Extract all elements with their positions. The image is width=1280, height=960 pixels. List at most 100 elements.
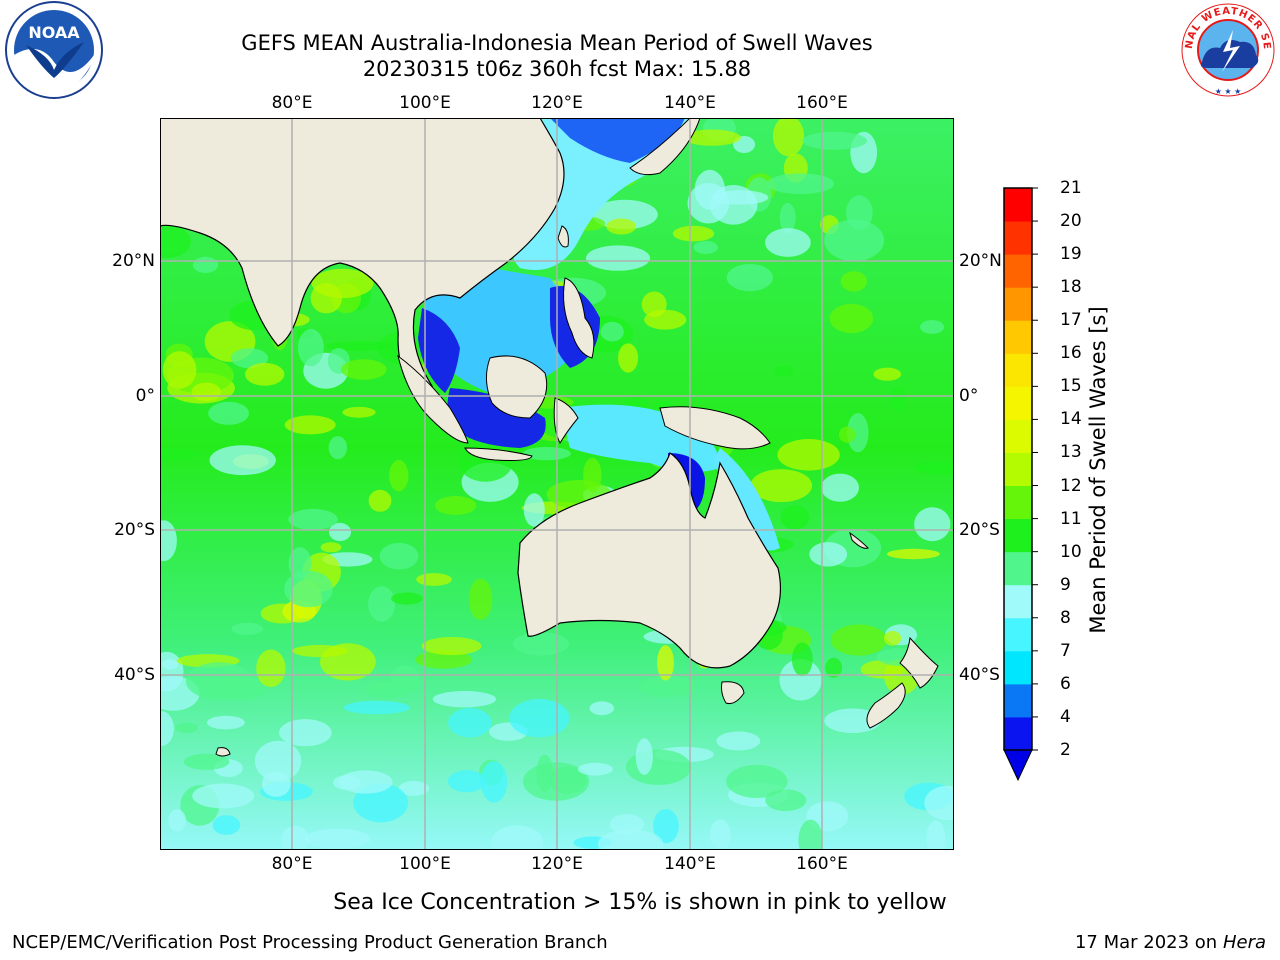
colorbar-band (1004, 551, 1032, 586)
colorbar-band (1004, 716, 1032, 751)
ocean-value-patch (288, 547, 312, 580)
footer-date-text: 17 Mar 2023 on (1074, 932, 1218, 953)
colorbar-band (1004, 353, 1032, 387)
sea-ice-note: Sea Ice Concentration > 15% is shown in … (333, 890, 947, 915)
ocean-value-patch (340, 359, 387, 380)
lat-tick-label-left: 20°N (112, 251, 155, 271)
ocean-value-patch (618, 343, 639, 373)
ocean-value-patch (292, 644, 348, 658)
land-tasmania (721, 681, 745, 704)
lon-tick-label-bottom: 140°E (664, 854, 716, 874)
lat-tick-label-right: 40°S (959, 665, 1000, 685)
java-sea-shading (447, 388, 546, 448)
lon-tick-label-top: 160°E (796, 93, 848, 113)
colorbar-level-label: 4 (1060, 706, 1071, 727)
colorbar-level-label: 12 (1060, 475, 1082, 496)
land-korea-japan (629, 118, 701, 176)
colorbar-level-label: 14 (1060, 409, 1082, 430)
ocean-value-patch (548, 766, 587, 794)
land-sumatra (397, 354, 469, 444)
lon-tick-label-top: 80°E (271, 93, 313, 113)
colorbar (1003, 187, 1038, 782)
ocean-value-patch (231, 622, 263, 635)
gulf-thailand-shading (418, 308, 460, 393)
ocean-value-patch (191, 382, 221, 402)
ocean-value-patch (577, 762, 613, 776)
ocean-value-patch (447, 770, 486, 793)
ocean-value-patch (192, 256, 219, 273)
lon-tick-label-bottom: 160°E (796, 854, 848, 874)
ocean-value-patch (207, 715, 245, 730)
chart-title: GEFS MEAN Australia-Indonesia Mean Perio… (241, 31, 873, 55)
ocean-value-patch (644, 309, 687, 330)
lat-tick-label-right: 20°S (959, 520, 1000, 540)
swell-period-map (160, 118, 954, 850)
land-java (464, 447, 533, 461)
colorbar-band (1004, 518, 1032, 553)
ocean-value-patch (585, 245, 651, 271)
ocean-value-patch (161, 659, 179, 670)
colorbar-band (1004, 287, 1032, 321)
ocean-value-patch (889, 387, 907, 411)
ocean-value-patch (779, 659, 822, 701)
colorbar-band (1004, 683, 1032, 718)
ocean-value-patch (638, 675, 697, 698)
ocean-value-patch (281, 825, 310, 850)
ocean-value-patch (245, 362, 285, 386)
ocean-value-patch (606, 218, 637, 235)
ocean-value-patch (320, 542, 342, 553)
land-kerguelen (215, 747, 231, 757)
ocean-value-patch (635, 738, 653, 775)
ocean-value-patch (830, 624, 887, 656)
lat-tick-label-right: 20°N (959, 251, 1002, 271)
colorbar-level-label: 17 (1060, 310, 1082, 331)
footer-date: 17 Mar 2023 on Hera (1075, 932, 1266, 953)
ocean-value-patch (379, 542, 419, 570)
ocean-value-patch (368, 586, 396, 622)
ocean-value-patch (398, 780, 430, 796)
coral-sea-shading (715, 448, 780, 551)
ocean-value-patch (328, 436, 347, 460)
colorbar-band (1004, 617, 1032, 652)
ocean-value-patch (432, 691, 496, 708)
ocean-value-patch (185, 662, 253, 700)
ocean-value-patch (765, 789, 807, 812)
colorbar-level-label: 20 (1060, 211, 1082, 232)
ocean-value-patch (840, 271, 867, 292)
ocean-value-patch (709, 819, 731, 850)
land-new-caledonia (849, 531, 869, 549)
ocean-value-patch (310, 283, 342, 314)
yellow-sea-shading (550, 118, 685, 163)
ocean-value-patch (183, 753, 230, 770)
lon-tick-label-top: 120°E (531, 93, 583, 113)
ocean-value-patch (657, 645, 674, 681)
ocean-value-patch (873, 367, 902, 381)
ocean-value-patch (523, 493, 545, 527)
ocean-value-patch (846, 195, 873, 230)
ocean-value-patch (777, 439, 840, 471)
colorbar-under-arrow (1003, 749, 1033, 782)
ocean-value-patch (304, 828, 371, 850)
colorbar-band (1004, 485, 1032, 520)
lat-tick-label-right: 0° (959, 386, 979, 406)
ocean-value-patch (284, 570, 333, 608)
ocean-value-patch (824, 708, 882, 734)
ocean-value-patch (672, 225, 715, 242)
ocean-value-patch (434, 496, 477, 515)
chart-subtitle: 20230315 t06z 360h fcst Max: 15.88 (362, 57, 752, 81)
ocean-value-patch (791, 642, 813, 677)
land-sulawesi (553, 397, 579, 445)
ocean-value-patch (368, 489, 392, 512)
ocean-value-patch (839, 426, 856, 443)
colorbar-band (1004, 650, 1032, 685)
lon-tick-label-bottom: 100°E (399, 854, 451, 874)
ocean-value-patch (693, 241, 718, 254)
noaa-logo: NOAA (5, 1, 103, 99)
ocean-value-patch (288, 508, 338, 530)
ocean-value-patch (509, 698, 570, 738)
ocean-value-patch (600, 321, 624, 342)
footer-org: NCEP/EMC/Verification Post Processing Pr… (12, 932, 608, 953)
ocean-value-patch (230, 348, 269, 369)
ocean-value-patch (160, 448, 198, 461)
colorbar-level-label: 15 (1060, 376, 1082, 397)
